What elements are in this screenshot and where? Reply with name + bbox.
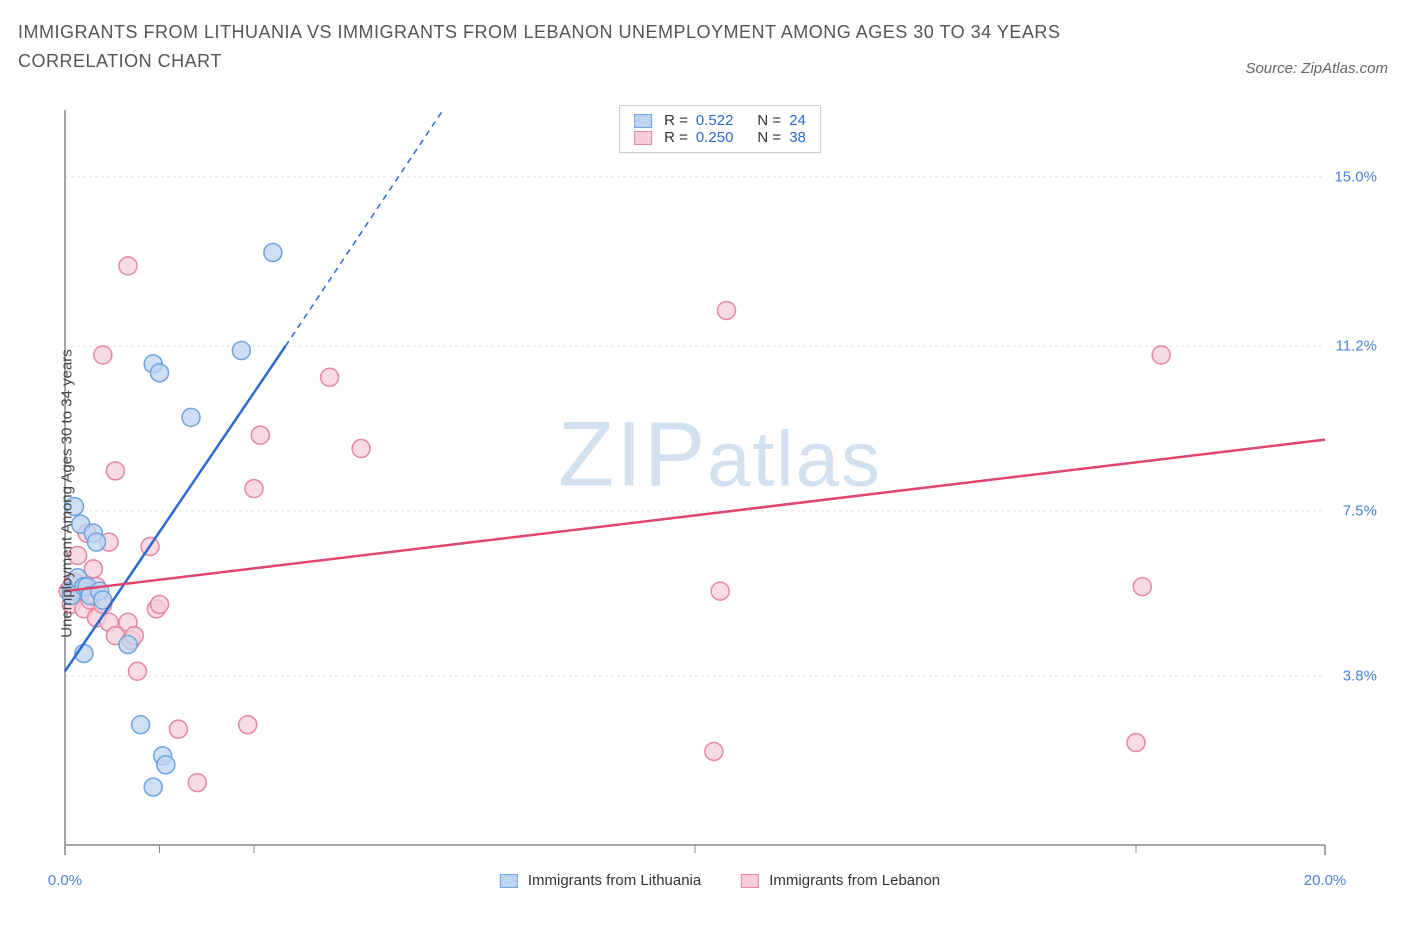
x-tick-label: 0.0% [48, 872, 82, 889]
y-axis-label: Unemployment Among Ages 30 to 34 years [59, 349, 76, 638]
header-row: IMMIGRANTS FROM LITHUANIA VS IMMIGRANTS … [18, 18, 1388, 77]
chart-svg [55, 105, 1385, 865]
y-tick-label: 15.0% [1334, 168, 1377, 185]
y-tick-label: 7.5% [1343, 502, 1377, 519]
legend-item-lithuania: Immigrants from Lithuania [500, 872, 701, 889]
swatch-lithuania-bottom [500, 874, 518, 888]
series-legend: Immigrants from Lithuania Immigrants fro… [500, 872, 940, 889]
stats-legend: R = 0.522 N = 24 R = 0.250 N = 38 [619, 105, 821, 153]
y-tick-label: 11.2% [1336, 338, 1377, 355]
swatch-lithuania [634, 114, 652, 128]
swatch-lebanon-bottom [741, 874, 759, 888]
r-value-lebanon: 0.250 [696, 129, 734, 146]
legend-label-lithuania: Immigrants from Lithuania [528, 872, 701, 889]
legend-label-lebanon: Immigrants from Lebanon [769, 872, 940, 889]
stats-row-lebanon: R = 0.250 N = 38 [634, 129, 806, 146]
n-value-lebanon: 38 [789, 129, 806, 146]
r-value-lithuania: 0.522 [696, 112, 734, 129]
chart-title: IMMIGRANTS FROM LITHUANIA VS IMMIGRANTS … [18, 18, 1118, 76]
swatch-lebanon [634, 131, 652, 145]
plot-area: ZIPatlas Unemployment Among Ages 30 to 3… [55, 105, 1385, 865]
legend-item-lebanon: Immigrants from Lebanon [741, 872, 940, 889]
y-tick-label: 3.8% [1343, 667, 1377, 684]
stats-row-lithuania: R = 0.522 N = 24 [634, 112, 806, 129]
x-tick-label: 20.0% [1304, 872, 1347, 889]
source-attribution: Source: ZipAtlas.com [1245, 60, 1388, 77]
n-value-lithuania: 24 [789, 112, 806, 129]
